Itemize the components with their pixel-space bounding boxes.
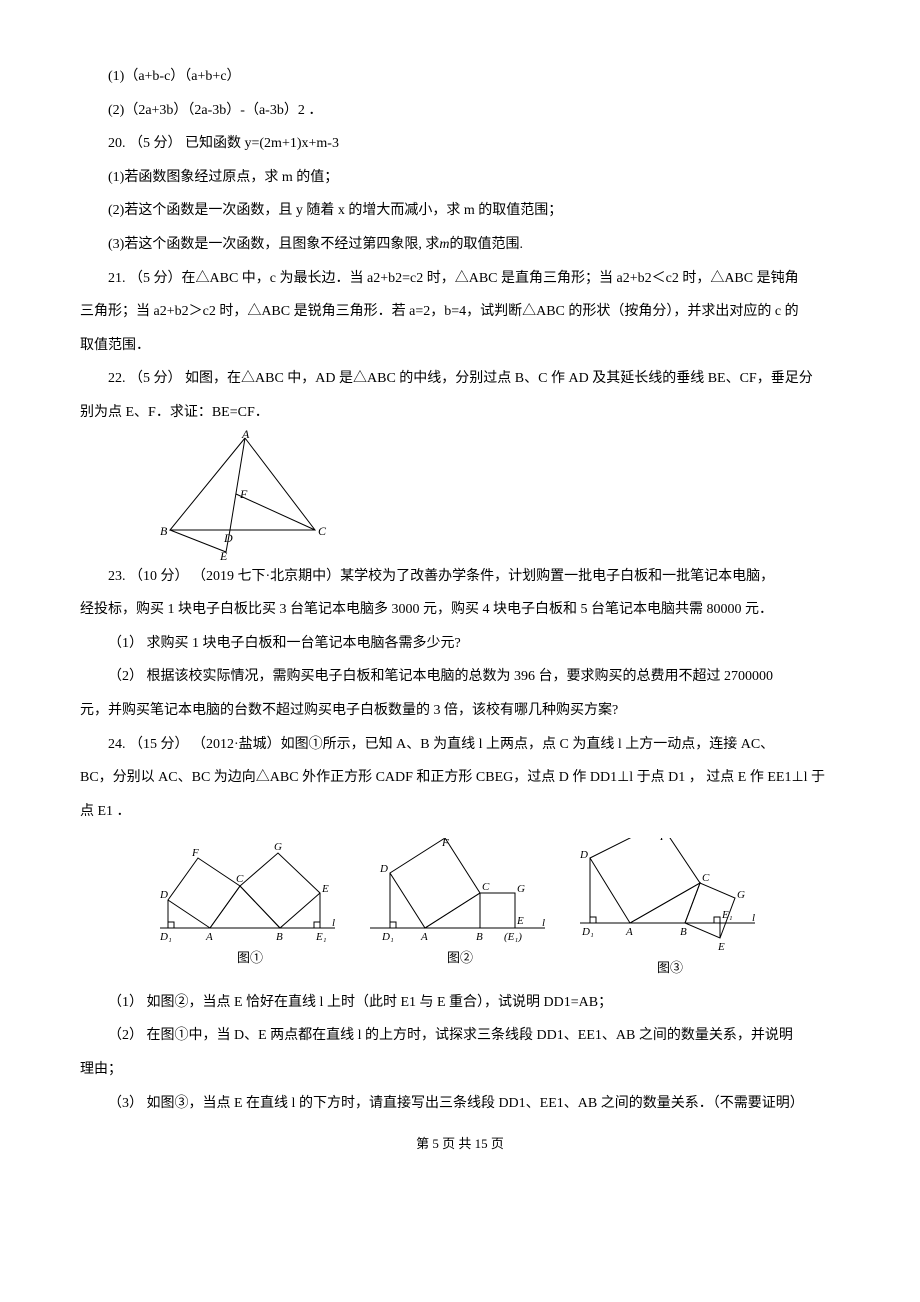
footer-total: 15 bbox=[475, 1136, 488, 1151]
q24-figure-row: A B C D D₁ E E₁ F G l 图① bbox=[160, 838, 840, 976]
q22-triangle-svg: A B C D E F bbox=[160, 430, 330, 560]
q22-label-e: E bbox=[219, 549, 228, 560]
svg-text:D: D bbox=[379, 863, 388, 875]
q20-head: 20. （5 分） 已知函数 y=(2m+1)x+m-3 bbox=[80, 127, 840, 161]
q23-sub1: （1） 求购买 1 块电子白板和一台笔记本电脑各需多少元? bbox=[80, 627, 840, 661]
q24-line2: BC，分别以 AC、BC 为边向△ABC 外作正方形 CADF 和正方形 CBE… bbox=[80, 761, 840, 795]
q21-line2: 三角形；当 a2+b2＞c2 时，△ABC 是锐角三角形．若 a=2，b=4，试… bbox=[80, 295, 840, 329]
q24-fig3-caption: 图③ bbox=[657, 960, 683, 976]
svg-text:E: E bbox=[717, 941, 725, 953]
q20-sub1: (1)若函数图象经过原点，求 m 的值； bbox=[80, 161, 840, 195]
q22-figure: A B C D E F bbox=[160, 430, 840, 560]
q23-sub2b: 元，并购买笔记本电脑的台数不超过购买电子白板数量的 3 倍，该校有哪几种购买方案… bbox=[80, 694, 840, 728]
q24-sub1: （1） 如图②，当点 E 恰好在直线 l 上时（此时 E1 与 E 重合），试说… bbox=[80, 986, 840, 1020]
q23-line1: 23. （10 分） （2019 七下·北京期中）某学校为了改善办学条件，计划购… bbox=[80, 560, 840, 594]
q21-line3: 取值范围． bbox=[80, 329, 840, 363]
svg-text:E₁: E₁ bbox=[315, 931, 327, 943]
q24-sub3: （3） 如图③，当点 E 在直线 l 的下方时，请直接写出三条线段 DD1、EE… bbox=[80, 1087, 840, 1121]
q20-sub3: (3)若这个函数是一次函数，且图象不经过第四象限, 求m的取值范围. bbox=[80, 228, 840, 262]
svg-text:(E₁): (E₁) bbox=[504, 931, 522, 943]
q24-figure1: A B C D D₁ E E₁ F G l 图① bbox=[160, 838, 340, 976]
footer-suffix: 页 bbox=[488, 1136, 504, 1151]
svg-text:F: F bbox=[659, 838, 667, 843]
q22-label-d: D bbox=[223, 531, 233, 545]
svg-text:F: F bbox=[191, 847, 199, 859]
svg-text:A: A bbox=[625, 926, 633, 938]
svg-text:F: F bbox=[441, 838, 449, 849]
q24-line1: 24. （15 分） （2012·盐城）如图①所示，已知 A、B 为直线 l 上… bbox=[80, 728, 840, 762]
svg-text:B: B bbox=[680, 926, 687, 938]
svg-text:C: C bbox=[702, 872, 710, 884]
svg-text:C: C bbox=[236, 873, 244, 885]
q23-line2: 经投标，购买 1 块电子白板比买 3 台笔记本电脑多 3000 元，购买 4 块… bbox=[80, 593, 840, 627]
q20-sub3-b: 的取值范围. bbox=[449, 237, 523, 252]
q24-figure3: A B C D D₁ E E₁ F G l 图③ bbox=[580, 838, 760, 976]
svg-text:C: C bbox=[482, 881, 490, 893]
q24-fig1-caption: 图① bbox=[237, 950, 263, 966]
svg-text:A: A bbox=[205, 931, 213, 943]
footer-prefix: 第 bbox=[416, 1136, 432, 1151]
q20-sub3-m: m bbox=[439, 237, 449, 252]
q22-line1: 22. （5 分） 如图，在△ABC 中，AD 是△ABC 的中线，分别过点 B… bbox=[80, 362, 840, 396]
q22-label-f: F bbox=[239, 487, 248, 501]
q22-label-a: A bbox=[241, 430, 250, 441]
svg-text:D₁: D₁ bbox=[581, 926, 594, 938]
svg-text:l: l bbox=[752, 912, 755, 924]
svg-text:D: D bbox=[160, 889, 168, 901]
svg-text:A: A bbox=[420, 931, 428, 943]
page-footer: 第 5 页 共 15 页 bbox=[80, 1128, 840, 1159]
q24-sub2b: 理由； bbox=[80, 1053, 840, 1087]
q21-line1: 21. （5 分）在△ABC 中，c 为最长边．当 a2+b2=c2 时，△AB… bbox=[80, 262, 840, 296]
q24-line3: 点 E1 ． bbox=[80, 795, 840, 829]
svg-text:E: E bbox=[516, 915, 524, 927]
svg-text:G: G bbox=[274, 841, 282, 853]
svg-text:l: l bbox=[542, 917, 545, 929]
q23-sub2a: （2） 根据该校实际情况，需购买电子白板和笔记本电脑的总数为 396 台，要求购… bbox=[80, 660, 840, 694]
footer-middle: 页 共 bbox=[439, 1136, 475, 1151]
q24-sub2a: （2） 在图①中，当 D、E 两点都在直线 l 的上方时，试探求三条线段 DD1… bbox=[80, 1019, 840, 1053]
svg-text:l: l bbox=[332, 917, 335, 929]
q19-sub1: (1)（a+b‑c）（a+b+c） bbox=[80, 60, 840, 94]
svg-text:B: B bbox=[476, 931, 483, 943]
svg-text:D₁: D₁ bbox=[160, 931, 172, 943]
svg-text:D₁: D₁ bbox=[381, 931, 394, 943]
q22-line2: 别为点 E、F．求证：BE=CF． bbox=[80, 396, 840, 430]
q24-fig2-caption: 图② bbox=[447, 950, 473, 966]
q24-figure2: A B C D D₁ E (E₁) F G l 图② bbox=[370, 838, 550, 976]
svg-text:E: E bbox=[321, 883, 329, 895]
svg-text:D: D bbox=[580, 849, 588, 861]
svg-text:G: G bbox=[517, 883, 525, 895]
svg-text:B: B bbox=[276, 931, 283, 943]
q22-label-b: B bbox=[160, 524, 168, 538]
q20-sub2: (2)若这个函数是一次函数，且 y 随着 x 的增大而减小，求 m 的取值范围； bbox=[80, 194, 840, 228]
q19-sub2: (2)（2a+3b）（2a‑3b）‑（a‑3b）2 ． bbox=[80, 94, 840, 128]
svg-text:G: G bbox=[737, 889, 745, 901]
q22-label-c: C bbox=[318, 524, 327, 538]
svg-text:E₁: E₁ bbox=[721, 909, 733, 921]
q20-sub3-a: (3)若这个函数是一次函数，且图象不经过第四象限, 求 bbox=[108, 237, 439, 252]
